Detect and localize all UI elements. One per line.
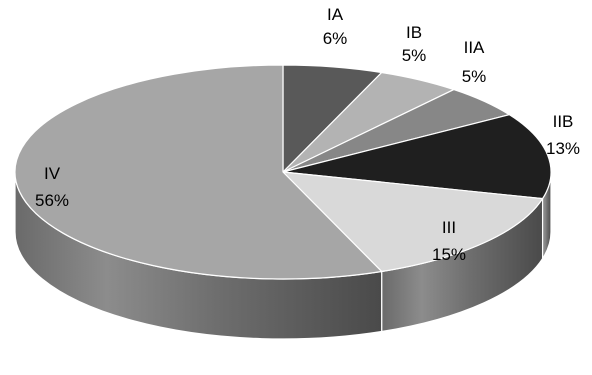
label-iv-value: 56% [35, 191, 69, 210]
label-ia-category: IA [327, 5, 344, 24]
label-iv-category: IV [44, 164, 61, 183]
label-iib-value: 13% [546, 139, 580, 158]
label-ib-value: 5% [402, 46, 427, 65]
label-iib-category: IIB [553, 112, 574, 131]
label-iii-category: III [442, 218, 456, 237]
slice-iii [282, 171, 544, 273]
label-ia-value: 6% [323, 29, 348, 48]
slice-iib [282, 114, 552, 200]
pie-slices [14, 64, 552, 280]
slice-iv [14, 64, 383, 280]
label-iia-value: 5% [462, 67, 487, 86]
label-iia-category: IIA [464, 38, 485, 57]
pie-data-labels: IA 6% IB 5% IIA 5% IIB 13% III 15% IV 56% [35, 5, 580, 264]
label-iii-value: 15% [432, 245, 466, 264]
label-ib-category: IB [406, 23, 422, 42]
